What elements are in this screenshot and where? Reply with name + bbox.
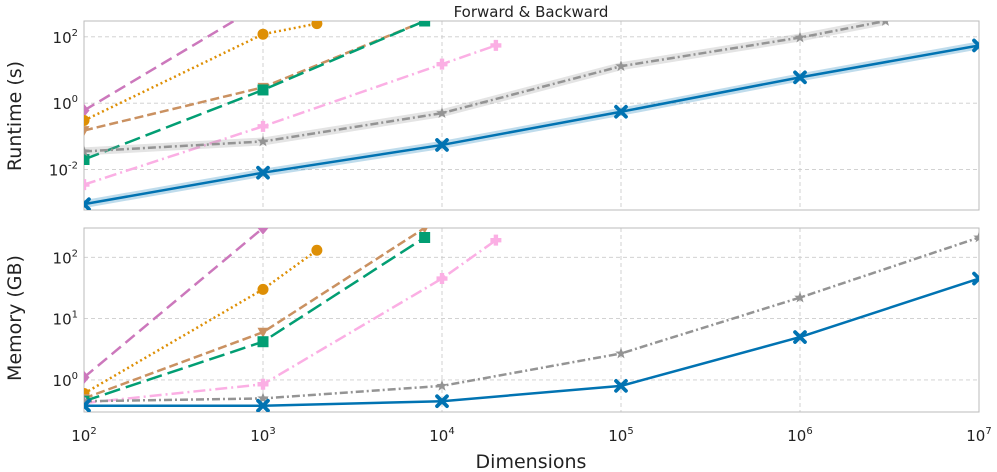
series-5-point [257, 378, 269, 390]
series-6-point [973, 231, 979, 243]
series-7-point [84, 398, 91, 412]
x-tick-label: 107 [966, 426, 991, 445]
series-7-point [256, 165, 270, 180]
series-5-point [257, 120, 269, 132]
series-7-point [614, 379, 628, 393]
series-7-point [793, 70, 807, 85]
memory-y-axis-label: Memory (GB) [4, 255, 26, 381]
series-5-point [84, 179, 90, 191]
series-7-point [256, 398, 270, 412]
series-7-line [84, 277, 979, 407]
series-1-line [84, 21, 237, 112]
series-2-point [257, 28, 269, 40]
series-4-point [419, 232, 431, 244]
series-6-point [257, 135, 269, 147]
series-3-point [84, 126, 90, 136]
memory-y-tick-label: 102 [53, 248, 78, 267]
series-4-point [419, 21, 431, 27]
series-7-point [972, 38, 979, 53]
series-6-line [84, 236, 979, 403]
series-3-line [84, 228, 426, 400]
series-6-point [881, 21, 889, 26]
series-5-point [490, 39, 502, 51]
series-6-point [794, 291, 806, 303]
series-2-point [257, 283, 269, 295]
series-1-point [84, 103, 90, 118]
x-axis-ticks: 102 103 104 105 106 107 [71, 426, 991, 445]
memory-plot-area [83, 227, 980, 413]
runtime-y-tick-label: 100 [53, 94, 78, 113]
series-5-point [490, 234, 502, 246]
series-4-point [257, 336, 269, 348]
series-2-point [311, 21, 323, 30]
runtime-y-axis-label: Runtime (s) [4, 61, 26, 171]
x-tick-label: 104 [429, 426, 454, 445]
series-6-point [794, 31, 806, 43]
series-3-line [84, 21, 426, 132]
series-1-line [84, 228, 264, 379]
series-7-point [435, 138, 449, 152]
series-6-point [615, 347, 627, 359]
runtime-series-group [84, 0, 979, 210]
series-7-line [84, 44, 979, 206]
x-axis-label: Dimensions [476, 451, 587, 472]
runtime-y-tick-label: 10-2 [49, 160, 78, 179]
series-6-point [84, 145, 90, 157]
series-6-point [257, 392, 269, 404]
runtime-panel: 10-2 100 102 [49, 0, 980, 211]
series-2-point [311, 244, 323, 256]
series-7-point [84, 197, 91, 210]
series-1-point [258, 0, 269, 10]
series-4-line [84, 21, 426, 161]
series-1-point [84, 370, 90, 384]
memory-y-tick-label: 101 [53, 310, 78, 329]
series-7-point [614, 104, 628, 119]
series-6-point [615, 60, 627, 72]
series-5-line [84, 239, 497, 405]
series-2-line [84, 249, 318, 395]
series-7-point [435, 394, 449, 409]
series-7-confidence-band [84, 41, 979, 209]
memory-panel: 100 101 102 [53, 227, 980, 413]
series-1-point [257, 228, 269, 235]
series-5-point [436, 58, 448, 70]
runtime-y-tick-label: 102 [53, 28, 78, 47]
series-6-point [436, 379, 448, 391]
memory-series-group [84, 228, 979, 412]
series-7-point [793, 330, 807, 344]
series-4-point [257, 84, 269, 96]
series-6-confidence-band [84, 21, 886, 156]
series-3-point [257, 327, 269, 338]
chart-title: Forward & Backward [454, 3, 609, 21]
series-2-point [84, 114, 90, 126]
series-2-line [84, 22, 318, 122]
series-3-point [421, 228, 428, 234]
x-tick-label: 103 [250, 426, 275, 445]
x-tick-label: 102 [71, 426, 96, 445]
series-7-point [972, 271, 979, 286]
memory-y-tick-label: 100 [53, 371, 78, 390]
x-tick-label: 105 [608, 426, 633, 445]
x-tick-label: 106 [787, 426, 812, 445]
series-5-point [436, 273, 448, 285]
series-4-point [84, 153, 90, 165]
series-5-line [84, 44, 497, 186]
series-6-line [84, 21, 886, 153]
series-6-point [436, 107, 448, 119]
